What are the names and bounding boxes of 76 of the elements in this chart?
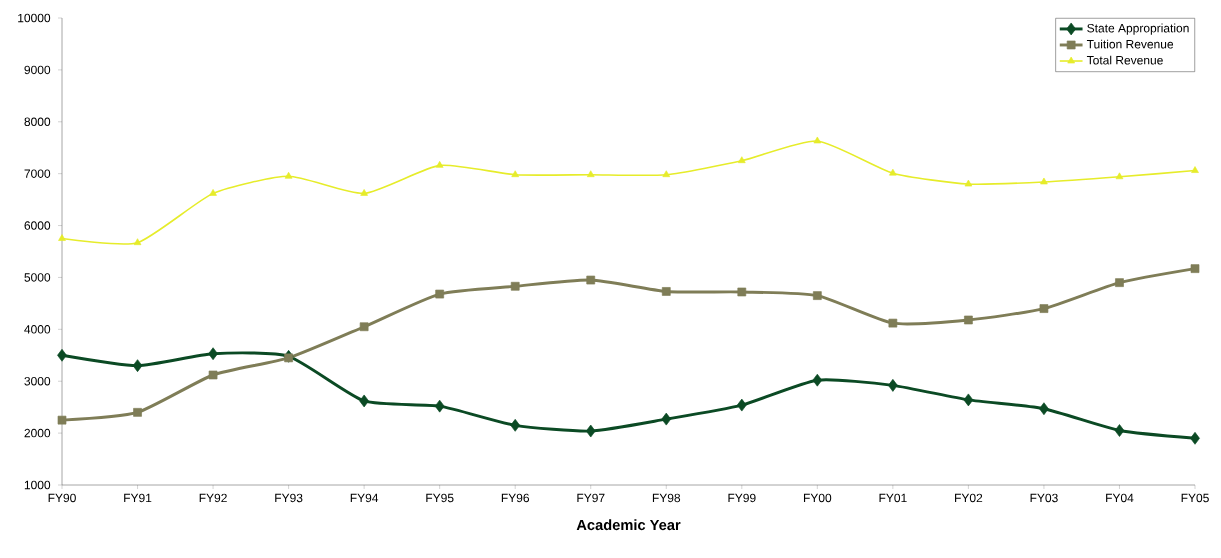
x-tick-label: FY05: [1181, 493, 1209, 503]
point: [964, 179, 973, 187]
x-tick-label: FY90: [48, 493, 76, 503]
y-tick-label: 10000: [18, 13, 51, 23]
point: [963, 393, 974, 407]
y-tick-label: 6000: [24, 221, 51, 230]
y-tick-label: 2000: [24, 428, 51, 438]
point: [1190, 431, 1200, 445]
point: [359, 322, 369, 332]
point: [284, 171, 293, 179]
x-tick-label: FY99: [728, 493, 756, 503]
point: [736, 398, 747, 412]
legend-label: Tuition Revenue: [1086, 39, 1174, 49]
point: [586, 275, 596, 285]
point: [1115, 278, 1124, 287]
point: [585, 424, 596, 438]
point: [133, 238, 142, 246]
point: [738, 156, 746, 164]
point: [889, 168, 897, 176]
y-tick-label: 5000: [24, 273, 51, 282]
point: [812, 373, 823, 387]
point: [57, 348, 67, 362]
x-tick-label: FY94: [350, 493, 379, 503]
point: [208, 347, 218, 361]
point: [1191, 166, 1199, 173]
x-tick-label: FY00: [803, 493, 832, 503]
point: [661, 412, 672, 426]
point: [1039, 402, 1049, 416]
x-tick-label: FY92: [199, 493, 227, 503]
point: [510, 418, 521, 432]
y-tick-label: 3000: [24, 376, 51, 386]
point: [662, 170, 671, 178]
x-tick-label: FY97: [577, 493, 605, 503]
y-tick-label: 9000: [24, 65, 51, 75]
x-tick-label: FY01: [879, 493, 907, 503]
point: [964, 315, 973, 325]
point: [208, 370, 218, 380]
x-axis-title: Academic Year: [576, 519, 681, 531]
point: [133, 408, 142, 417]
y-tick-label: 8000: [24, 117, 51, 127]
point: [737, 287, 747, 297]
x-tick-label: FY93: [275, 493, 303, 503]
x-tick-label: FY95: [426, 493, 454, 503]
x-tick-label: FY02: [955, 493, 983, 503]
point: [132, 359, 143, 372]
point: [435, 161, 444, 168]
point: [661, 287, 671, 296]
point: [359, 394, 369, 408]
point: [1039, 304, 1049, 313]
point: [586, 170, 595, 178]
x-tick-label: FY04: [1106, 493, 1134, 503]
point: [1115, 172, 1124, 180]
point: [813, 291, 822, 300]
point: [57, 415, 67, 425]
x-tick-label: FY96: [501, 493, 530, 503]
point: [510, 281, 520, 291]
point: [813, 136, 822, 144]
point: [1190, 264, 1200, 273]
legend-label: Total Revenue: [1086, 55, 1163, 65]
y-tick-label: 7000: [24, 169, 51, 178]
x-tick-label: FY91: [124, 493, 152, 503]
point: [888, 318, 898, 328]
point: [434, 399, 445, 413]
point: [1114, 424, 1125, 437]
point: [435, 289, 445, 299]
point: [1040, 177, 1048, 185]
point: [209, 189, 217, 196]
legend-label: State Appropriation: [1087, 23, 1189, 35]
point: [58, 234, 66, 241]
x-tick-label: FY03: [1030, 493, 1058, 503]
x-tick-label: FY98: [652, 493, 681, 503]
y-tick-label: 1000: [24, 480, 51, 490]
point: [360, 189, 368, 196]
point: [888, 379, 898, 392]
point: [511, 170, 520, 178]
y-tick-label: 4000: [24, 325, 51, 334]
